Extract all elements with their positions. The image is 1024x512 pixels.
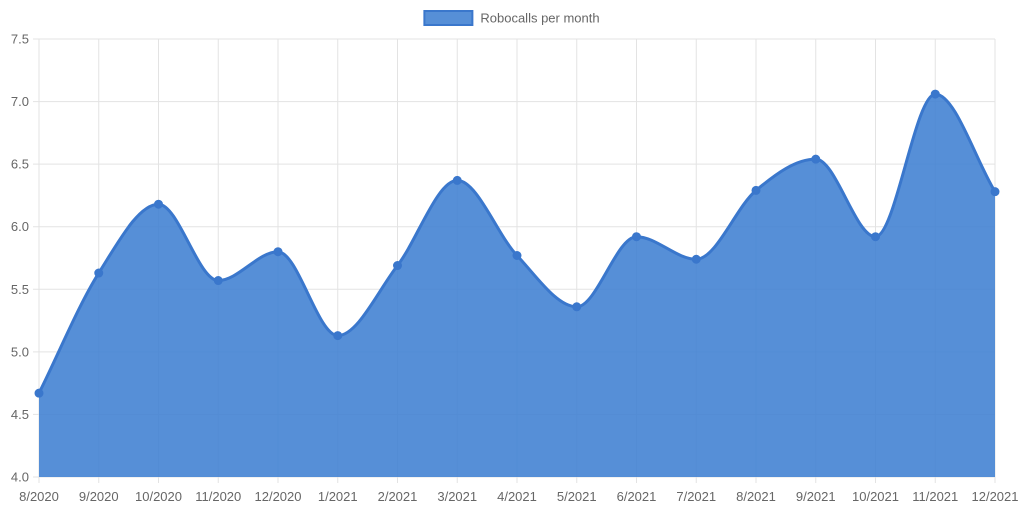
x-tick-label: 11/2021 — [912, 489, 958, 504]
x-tick-label: 5/2021 — [557, 489, 597, 504]
legend-swatch[interactable] — [423, 10, 474, 26]
data-point[interactable] — [213, 276, 223, 286]
y-tick-label: 5.5 — [11, 282, 29, 297]
data-point[interactable] — [632, 232, 641, 242]
data-point[interactable] — [94, 268, 104, 278]
x-tick-label: 12/2021 — [972, 489, 1019, 504]
y-tick-label: 6.5 — [11, 157, 29, 172]
legend[interactable]: Robocalls per month — [423, 10, 600, 26]
data-point[interactable] — [930, 89, 940, 99]
x-tick-label: 9/2021 — [796, 489, 836, 504]
data-point[interactable] — [572, 302, 582, 312]
data-point[interactable] — [393, 261, 402, 271]
x-tick-label: 11/2020 — [195, 489, 241, 504]
y-tick-label: 4.5 — [11, 407, 29, 422]
data-point[interactable] — [273, 247, 283, 257]
y-tick-label: 5.0 — [11, 344, 29, 359]
x-tick-label: 10/2020 — [135, 489, 182, 504]
data-point[interactable] — [452, 175, 462, 185]
x-tick-label: 2/2021 — [378, 489, 418, 504]
axes: 4.0 4.5 5.0 5.5 6.0 6.5 7.0 7.5 8/2020 9/2020 10/2… — [11, 32, 1019, 505]
x-tick-label: 12/2020 — [255, 489, 302, 504]
data-point[interactable] — [811, 154, 821, 164]
x-tick-label: 10/2021 — [852, 489, 899, 504]
data-point[interactable] — [691, 254, 701, 264]
x-tick-label: 6/2021 — [617, 489, 657, 504]
points-layer — [34, 89, 1000, 398]
legend-label[interactable]: Robocalls per month — [480, 11, 599, 26]
x-tick-label: 8/2021 — [736, 489, 776, 504]
x-tick-label: 3/2021 — [437, 489, 477, 504]
x-tick-label: 7/2021 — [676, 489, 716, 504]
y-tick-label: 7.0 — [11, 94, 29, 109]
series-area — [39, 94, 995, 477]
data-point[interactable] — [34, 388, 44, 398]
data-point[interactable] — [333, 331, 343, 341]
data-point[interactable] — [871, 232, 880, 242]
x-tick-label: 9/2020 — [79, 489, 119, 504]
data-point[interactable] — [512, 250, 522, 260]
data-point[interactable] — [154, 199, 163, 209]
data-point[interactable] — [990, 187, 1000, 197]
y-tick-label: 7.5 — [11, 32, 29, 47]
y-tick-label: 6.0 — [11, 219, 29, 234]
x-tick-label: 4/2021 — [497, 489, 537, 504]
x-tick-label: 1/2021 — [318, 489, 358, 504]
y-tick-label: 4.0 — [11, 470, 29, 485]
data-point[interactable] — [751, 185, 761, 195]
x-tick-label: 8/2020 — [19, 489, 59, 504]
